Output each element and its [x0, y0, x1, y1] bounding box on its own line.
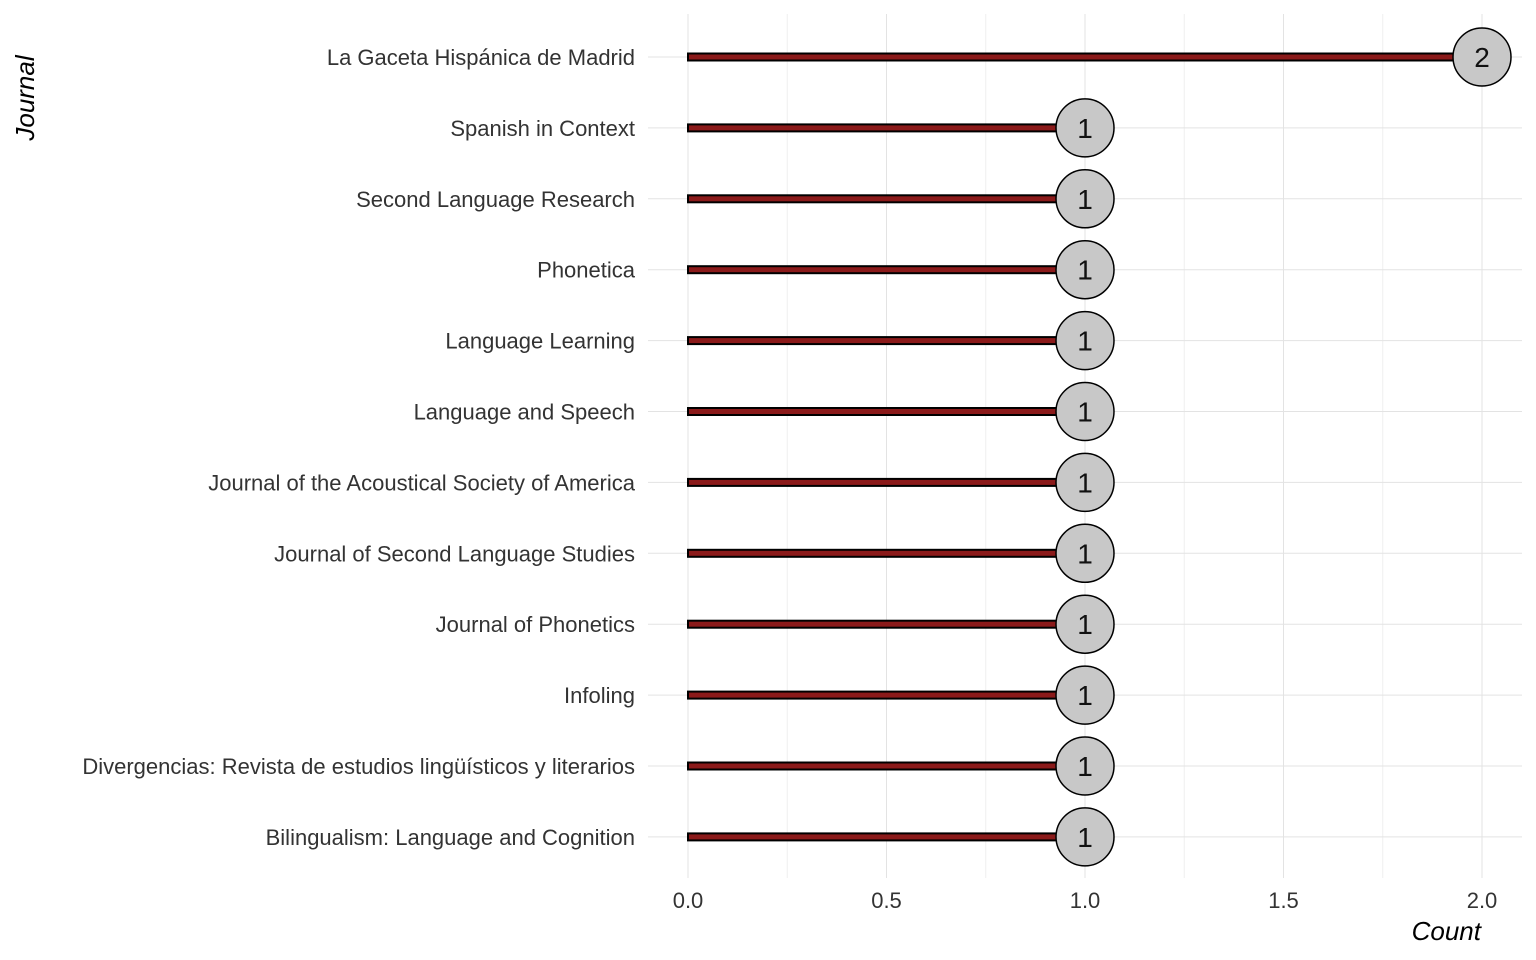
value-label: 1 [1077, 467, 1093, 498]
value-label: 1 [1077, 538, 1093, 569]
y-axis-title: Journal [10, 54, 40, 141]
value-label: 1 [1077, 326, 1093, 357]
lollipop-stem [687, 832, 1086, 842]
value-label: 1 [1077, 609, 1093, 640]
y-tick-label: Spanish in Context [450, 116, 635, 141]
lollipop-dot [1055, 736, 1115, 796]
value-label: 2 [1474, 42, 1490, 73]
lollipop-dot [1055, 807, 1115, 867]
lollipop-dot [1055, 310, 1115, 371]
lollipop-dot [1055, 381, 1115, 442]
x-tick-label: 1.5 [1268, 888, 1299, 913]
y-tick-label: Journal of Second Language Studies [274, 541, 635, 566]
y-tick-label: Divergencias: Revista de estudios lingüí… [82, 754, 635, 779]
lollipop-stem [687, 407, 1086, 416]
y-tick-label: Infoling [564, 683, 635, 708]
y-tick-label: La Gaceta Hispánica de Madrid [327, 45, 635, 70]
y-tick-label: Journal of the Acoustical Society of Ame… [208, 470, 636, 495]
lollipop-dot [1055, 594, 1115, 654]
lollipop-dot [1055, 98, 1115, 158]
lollipop-stem [687, 690, 1086, 700]
lollipop-stem [687, 336, 1086, 346]
lollipop-stem [687, 761, 1086, 771]
lollipop-stem [687, 265, 1086, 275]
x-tick-label: 2.0 [1467, 888, 1498, 913]
lollipop-dot [1055, 169, 1115, 229]
value-label: 1 [1077, 751, 1093, 782]
y-tick-label: Journal of Phonetics [436, 612, 635, 637]
lollipop-dot [1055, 523, 1115, 584]
lollipop-dot [1055, 239, 1115, 300]
lollipop-stem [687, 52, 1483, 62]
x-tick-label: 0.5 [871, 888, 902, 913]
value-label: 1 [1077, 184, 1093, 215]
lollipop-stem [687, 194, 1086, 204]
x-axis-tick-labels: 0.0 0.5 1.0 1.5 2.0 [673, 888, 1498, 913]
y-tick-label: Second Language Research [356, 187, 635, 212]
y-tick-label: Bilingualism: Language and Cognition [266, 825, 635, 850]
lollipop-stem [687, 619, 1086, 629]
lollipop-dots: 2 1 1 1 1 1 1 1 1 1 1 1 [1055, 27, 1512, 867]
y-tick-label: Language and Speech [414, 400, 635, 425]
value-label: 1 [1077, 680, 1093, 711]
lollipop-dot [1055, 452, 1115, 513]
y-tick-label: Language Learning [445, 329, 635, 354]
lollipop-stem [687, 548, 1086, 558]
x-tick-label: 0.0 [673, 888, 704, 913]
lollipop-stem [687, 477, 1086, 487]
value-label: 1 [1077, 113, 1093, 144]
value-label: 1 [1077, 255, 1093, 286]
y-axis-tick-labels: La Gaceta Hispánica de Madrid Spanish in … [82, 45, 635, 850]
lollipop-dot [1055, 665, 1115, 725]
lollipop-dot [1452, 27, 1512, 87]
x-tick-label: 1.0 [1070, 888, 1101, 913]
x-axis-title: Count [1412, 916, 1483, 946]
y-tick-label: Phonetica [537, 258, 636, 283]
lollipop-stem [687, 123, 1086, 133]
value-label: 1 [1077, 822, 1093, 853]
value-label: 1 [1077, 397, 1093, 428]
